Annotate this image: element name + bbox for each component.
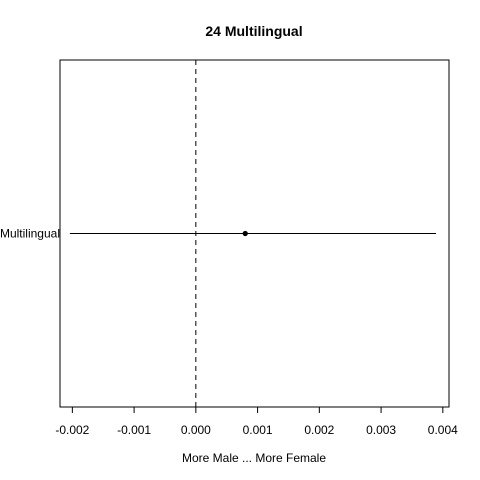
x-tick-label: -0.002 [55, 423, 89, 437]
x-axis-label: More Male ... More Female [182, 451, 326, 465]
chart-title: 24 Multilingual [205, 23, 302, 39]
x-tick-label: 0.002 [304, 423, 334, 437]
category-label: Multilingual [0, 227, 60, 241]
x-tick-label: -0.001 [117, 423, 151, 437]
x-axis: -0.002 -0.001 0.000 0.001 0.002 0.003 0.004 [55, 406, 458, 437]
x-tick-label: 0.003 [366, 423, 396, 437]
x-tick-label: 0.000 [181, 423, 211, 437]
x-tick-label: 0.001 [243, 423, 273, 437]
x-tick-label: 0.004 [428, 423, 458, 437]
estimate-point [242, 230, 248, 237]
